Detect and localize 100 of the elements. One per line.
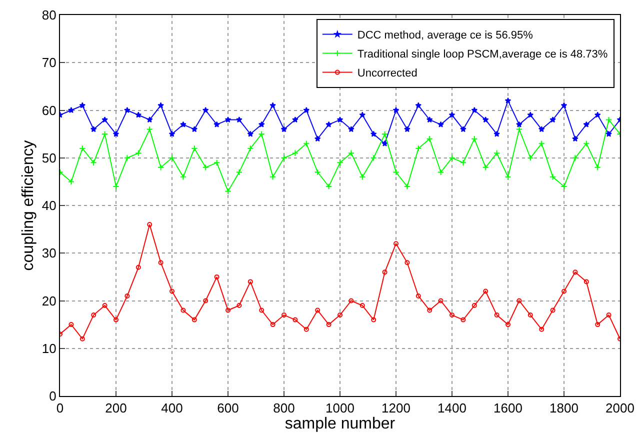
point [304,326,309,332]
point [583,121,590,128]
point [460,159,466,166]
point [236,116,242,123]
point [506,322,510,328]
point [438,121,444,128]
y-axis-title: coupling efficiency [20,140,37,271]
point [594,112,601,118]
point [102,116,108,123]
point [214,159,220,166]
point [504,174,512,180]
point [282,312,286,318]
x-tick-label: 1400 [438,400,466,416]
point [460,126,466,132]
point [236,303,242,308]
point [326,322,332,328]
x-tick-label: 2000 [606,400,634,416]
point [68,106,74,114]
point [114,317,118,322]
point [292,150,298,156]
point [338,312,342,318]
point [560,102,568,108]
point [538,126,545,132]
point [68,322,74,328]
point [90,126,97,132]
point [471,136,478,142]
point [539,326,544,332]
point [516,298,522,304]
point [224,116,232,123]
point [247,145,254,152]
point [280,154,288,162]
point [224,188,232,195]
point [494,150,500,156]
point [370,130,377,137]
point [606,116,612,124]
point [102,130,108,138]
point [438,168,444,176]
point [124,106,130,114]
point [594,164,601,171]
point [382,270,388,275]
point [79,145,86,152]
y-tick-label: 20 [42,293,56,308]
point [538,140,545,147]
point [560,183,568,190]
y-tick-label: 50 [42,150,56,166]
point [236,168,242,176]
point [448,112,456,118]
point [124,154,130,162]
y-tick-label: 80 [42,8,56,23]
y-tick-label: 70 [42,55,56,70]
point [248,279,253,284]
legend-label: Traditional single loop PSCM,average ce is 48.73% [357,48,608,61]
point [392,168,400,176]
point [203,298,208,304]
point [214,121,220,128]
point [326,183,332,190]
point [595,322,600,328]
point [348,150,354,156]
point [226,308,230,313]
point [124,293,130,298]
point [572,270,578,275]
point [528,312,533,318]
y-tick-label: 0 [49,388,56,404]
x-tick-label: 1800 [550,400,578,416]
point [214,274,220,280]
point [382,140,388,146]
x-tick-label: 1000 [326,400,354,416]
point [135,150,142,156]
point [584,279,589,284]
x-tick-label: 800 [273,400,295,416]
point [516,121,522,128]
point [404,183,410,190]
point [146,126,153,133]
point [359,174,366,180]
y-tick-label: 30 [42,246,56,261]
point [483,288,488,294]
point [416,293,421,298]
point [348,298,354,304]
legend-label: Uncorrected [357,68,418,80]
point [180,308,186,313]
point [448,154,456,162]
point [192,317,197,322]
point [112,183,120,190]
point [550,308,556,313]
point [371,317,376,322]
point [460,317,466,322]
point [450,312,454,318]
point [102,303,108,308]
point [80,336,85,342]
point [426,116,433,123]
point [314,136,321,142]
point [415,145,422,152]
point [259,308,264,313]
point [91,312,96,318]
point [606,130,612,137]
x-axis-title: sample number [284,416,396,433]
x-tick-label: 200 [105,400,127,416]
point [394,241,398,246]
point [482,116,489,123]
point [136,264,141,270]
